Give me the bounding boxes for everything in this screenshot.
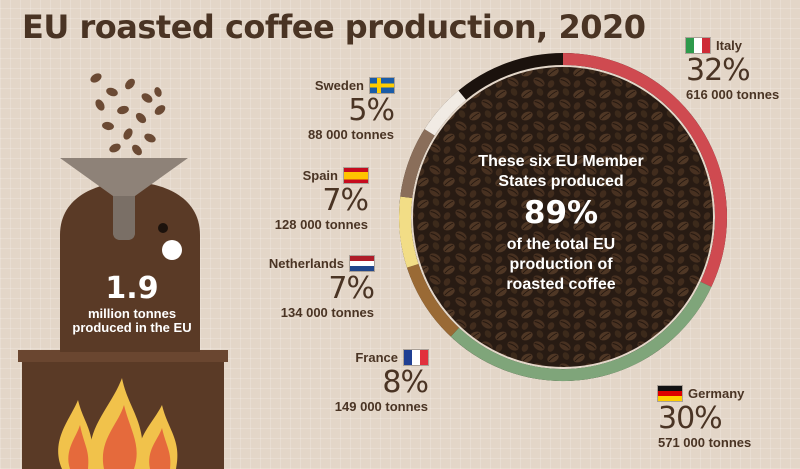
pie-slice-spain [400, 129, 435, 199]
eu-total-line-1: million tonnes [87, 305, 177, 321]
eu-total-value: 1.9 [105, 271, 159, 306]
country-pct: 32% [686, 53, 751, 88]
country-tonnes: 571 000 tonnes [658, 435, 752, 450]
country-name: Sweden [314, 78, 364, 94]
country-pct: 30% [658, 401, 723, 436]
roaster-window-dark [158, 223, 168, 233]
spain-flag-icon [344, 168, 368, 184]
center-percentage: 89% [523, 195, 599, 231]
center-line-3: of the total EU [506, 235, 616, 253]
netherlands-flag-icon [350, 256, 374, 272]
country-pct: 8% [382, 365, 429, 400]
pie-slice-italy [562, 53, 727, 287]
country-tonnes: 616 000 tonnes [686, 87, 780, 102]
label-spain: Spain 7% 128 000 tonnes [240, 168, 369, 232]
label-france: France 8% 149 000 tonnes [300, 350, 429, 414]
country-name: Spain [302, 168, 338, 184]
germany-flag-icon [658, 386, 682, 402]
coffee-beans-circle [413, 67, 713, 367]
eu-total-line-2: produced in the EU [72, 320, 192, 336]
country-name: France [355, 350, 398, 366]
country-pct: 7% [322, 183, 369, 218]
coffee-beans-icon [90, 73, 166, 156]
label-sweden: Sweden 5% 88 000 tonnes [262, 78, 395, 142]
sweden-flag-icon [370, 78, 394, 94]
country-name: Germany [688, 386, 745, 402]
pie-ring [399, 53, 727, 381]
pie-slice-netherlands [399, 196, 419, 268]
roaster-window-light [162, 240, 182, 260]
center-line-4: production of [509, 255, 613, 273]
stove-top [18, 350, 228, 362]
pie-slice-germany [450, 281, 712, 381]
country-pct: 7% [328, 271, 375, 306]
country-tonnes: 134 000 tonnes [280, 305, 374, 320]
country-tonnes: 128 000 tonnes [274, 217, 368, 232]
flame-icon [58, 378, 178, 469]
eu-total: 1.9 million tonnes produced in the EU [52, 271, 212, 336]
country-tonnes: 88 000 tonnes [308, 127, 394, 142]
pie-slice-sweden [424, 90, 467, 136]
pie-slice-france [407, 263, 460, 337]
page-title: EU roasted coffee production, 2020 [22, 8, 646, 46]
center-line-2: States produced [498, 173, 624, 190]
label-netherlands: Netherlands 7% 134 000 tonnes [244, 256, 375, 320]
country-pct: 5% [348, 93, 395, 128]
center-line-1: These six EU Member [478, 153, 644, 170]
country-tonnes: 149 000 tonnes [334, 399, 428, 414]
label-italy: Italy 32% 616 000 tonnes [686, 38, 796, 101]
france-flag-icon [404, 350, 428, 366]
label-germany: Germany 30% 571 000 tonnes [658, 386, 783, 449]
center-text: These six EU Member States produced 89% … [452, 152, 670, 295]
center-line-5: roasted coffee [506, 275, 616, 293]
italy-flag-icon [686, 38, 710, 54]
country-name: Netherlands [268, 256, 344, 272]
country-name: Italy [716, 38, 743, 54]
